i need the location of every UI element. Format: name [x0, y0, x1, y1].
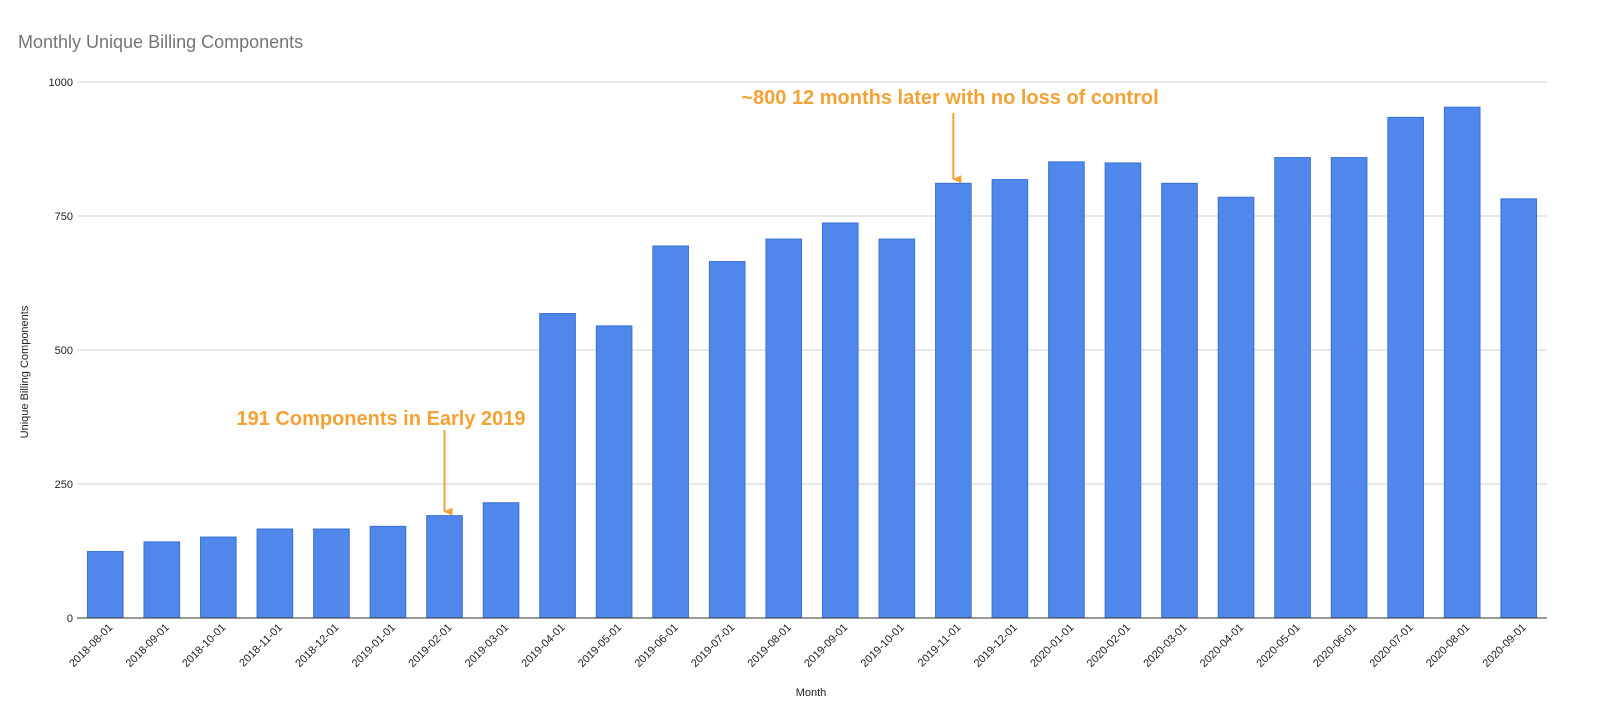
bar-2018-08-01: [86, 551, 124, 619]
x-tick-label: 2020-07-01: [1367, 622, 1415, 670]
x-tick-label: 2020-06-01: [1311, 622, 1359, 670]
x-tick-label: 2019-03-01: [463, 622, 511, 670]
x-tick-label: 2020-03-01: [1141, 622, 1189, 670]
x-tick-label: 2020-01-01: [1028, 622, 1076, 670]
x-tick-label: 2018-09-01: [124, 622, 172, 670]
x-tick-label: 2020-08-01: [1424, 622, 1472, 670]
bar-2019-03-01: [482, 502, 520, 619]
x-tick-label: 2019-12-01: [972, 622, 1020, 670]
bar-2018-11-01: [256, 528, 294, 619]
bar-2018-10-01: [200, 536, 237, 619]
bar-2019-12-01: [991, 179, 1029, 619]
x-tick-label: 2020-02-01: [1085, 622, 1133, 670]
bar-2019-04-01: [539, 313, 576, 619]
y-tick-label: 750: [55, 211, 73, 223]
y-tick-label: 0: [67, 613, 73, 625]
x-tick-label: 2019-09-01: [802, 622, 850, 670]
x-tick-label: 2018-11-01: [237, 622, 285, 670]
bar-2019-09-01: [821, 222, 859, 619]
bar-2019-08-01: [765, 238, 803, 619]
x-tick-label: 2019-05-01: [576, 622, 624, 670]
x-tick-label: 2019-08-01: [746, 622, 794, 670]
x-tick-label: 2019-10-01: [859, 622, 907, 670]
x-tick-label: 2020-04-01: [1198, 622, 1246, 670]
x-tick-label: 2019-02-01: [406, 622, 454, 670]
bar-2020-04-01: [1217, 196, 1255, 619]
x-axis-ticks: 2018-08-01 2018-09-01 2018-10-01 2018-11-01…: [67, 622, 1529, 670]
x-tick-label: 2019-01-01: [350, 622, 398, 670]
bar-2019-10-01: [878, 238, 916, 619]
x-tick-label: 2019-04-01: [519, 622, 567, 670]
x-tick-label: 2020-09-01: [1481, 622, 1529, 670]
bar-2020-01-01: [1048, 161, 1085, 619]
y-tick-label: 250: [55, 479, 73, 491]
chart-title: Monthly Unique Billing Components: [18, 32, 303, 52]
bar-2020-07-01: [1387, 116, 1424, 619]
bar-2019-05-01: [595, 325, 633, 619]
x-tick-label: 2018-12-01: [293, 622, 341, 670]
bar-2019-01-01: [369, 525, 407, 619]
y-axis-title: Unique Billing Components: [19, 305, 31, 438]
x-tick-label: 2019-06-01: [632, 622, 680, 670]
y-tick-label: 1000: [49, 77, 73, 89]
y-tick-label: 500: [55, 345, 73, 357]
bar-2019-06-01: [652, 245, 689, 619]
bars: [86, 106, 1538, 619]
bar-2019-11-01: [935, 182, 972, 619]
bar-2020-05-01: [1274, 157, 1311, 619]
x-tick-label: 2018-08-01: [67, 622, 115, 670]
bar-2019-07-01: [708, 261, 746, 619]
x-tick-label: 2019-07-01: [689, 622, 737, 670]
x-tick-label: 2018-10-01: [180, 622, 228, 670]
bar-2020-02-01: [1104, 162, 1142, 619]
bar-2019-02-01: [426, 515, 463, 619]
annotation-text: 191 Components in Early 2019: [236, 408, 525, 430]
x-axis-title: Month: [796, 687, 827, 699]
bar-2020-08-01: [1443, 106, 1481, 619]
bar-2018-12-01: [313, 528, 350, 619]
annotation-text: ~800 12 months later with no loss of con…: [741, 87, 1158, 109]
x-tick-label: 2020-05-01: [1254, 622, 1302, 670]
bar-2020-09-01: [1500, 198, 1538, 619]
annotations: 191 Components in Early 2019 ~800 12 mont…: [236, 87, 1159, 516]
y-axis-ticks: 0 250 500 750 1000: [49, 77, 73, 625]
x-tick-label: 2019-11-01: [916, 622, 964, 670]
bar-2020-03-01: [1161, 182, 1198, 619]
bar-2020-06-01: [1330, 157, 1368, 619]
bar-2018-09-01: [143, 541, 181, 619]
